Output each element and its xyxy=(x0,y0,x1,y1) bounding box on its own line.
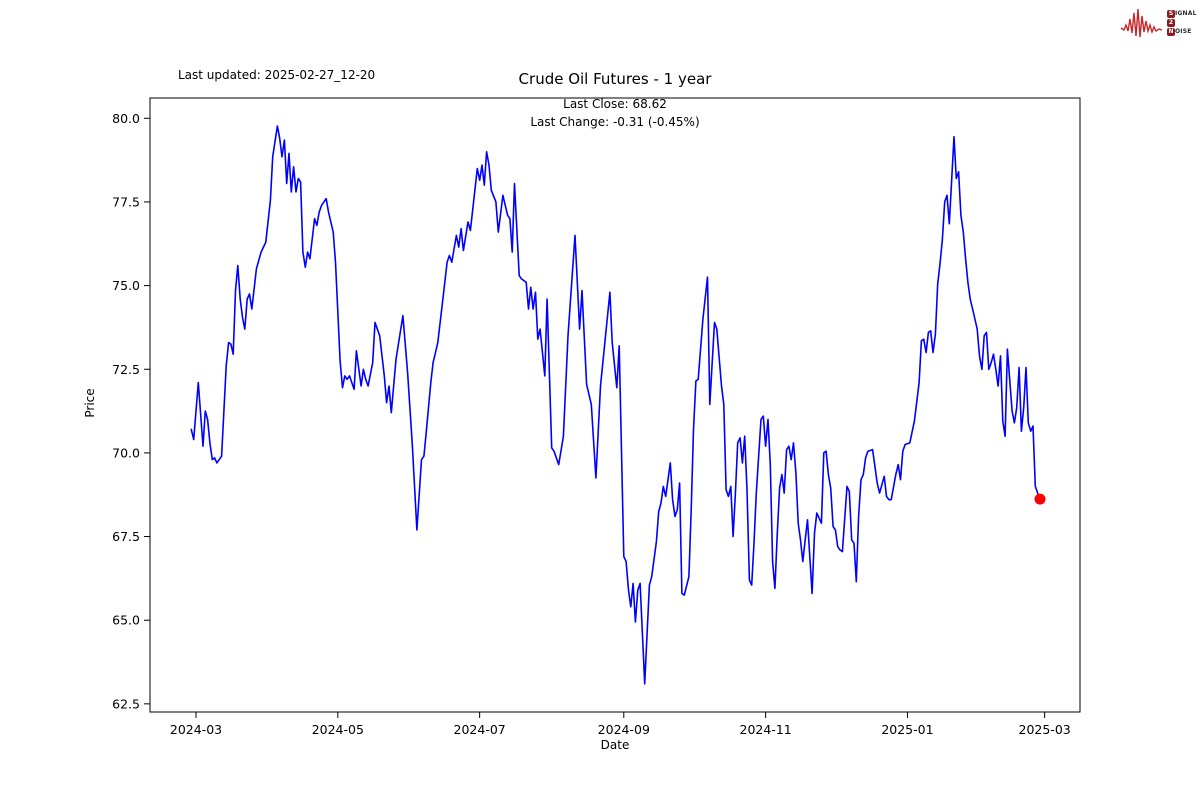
waveform-icon xyxy=(1120,8,1163,38)
svg-text:2024-03: 2024-03 xyxy=(170,722,222,737)
logo-rest-ignal: IGNAL xyxy=(1175,10,1197,17)
logo-text: S IGNAL 2 N OISE xyxy=(1167,10,1197,36)
y-axis-label: Price xyxy=(83,388,97,418)
svg-text:2024-07: 2024-07 xyxy=(454,722,506,737)
logo-letterbox-2: 2 xyxy=(1167,19,1175,27)
logo-rest-oise: OISE xyxy=(1175,28,1192,35)
chart-title: Crude Oil Futures - 1 year xyxy=(518,70,712,88)
svg-text:70.0: 70.0 xyxy=(112,445,140,460)
last-close-marker-dot xyxy=(1034,493,1046,505)
logo-row-signal: S IGNAL xyxy=(1167,10,1197,18)
svg-text:62.5: 62.5 xyxy=(112,696,140,711)
last-close-annotation: Last Close: 68.62 xyxy=(563,97,667,111)
x-axis-ticks: 2024-03 2024-05 2024-07 2024-09 2024-11 2025-… xyxy=(170,712,1071,737)
svg-text:2024-11: 2024-11 xyxy=(740,722,792,737)
logo-row-noise: N OISE xyxy=(1167,28,1197,36)
logo-letterbox-n: N xyxy=(1167,28,1175,36)
signal2noise-logo: S IGNAL 2 N OISE xyxy=(1120,5,1196,41)
svg-text:67.5: 67.5 xyxy=(112,529,140,544)
svg-text:80.0: 80.0 xyxy=(112,111,140,126)
svg-text:2025-01: 2025-01 xyxy=(881,722,933,737)
logo-row-2: 2 xyxy=(1167,19,1197,27)
svg-text:2024-09: 2024-09 xyxy=(598,722,650,737)
svg-text:65.0: 65.0 xyxy=(112,613,140,628)
svg-text:72.5: 72.5 xyxy=(112,362,140,377)
price-line-series xyxy=(190,125,1041,685)
svg-text:77.5: 77.5 xyxy=(112,194,140,209)
svg-text:2024-05: 2024-05 xyxy=(312,722,364,737)
plot-border xyxy=(149,97,1081,713)
svg-text:75.0: 75.0 xyxy=(112,278,140,293)
last-change-annotation: Last Change: -0.31 (-0.45%) xyxy=(530,115,700,129)
last-updated-label: Last updated: 2025-02-27_12-20 xyxy=(178,68,376,82)
logo-letterbox-s: S xyxy=(1167,10,1175,18)
x-axis-label: Date xyxy=(600,738,630,752)
y-axis-ticks: 80.0 77.5 75.0 72.5 70.0 67.5 65.0 62.5 xyxy=(112,111,150,711)
svg-text:2025-03: 2025-03 xyxy=(1019,722,1071,737)
